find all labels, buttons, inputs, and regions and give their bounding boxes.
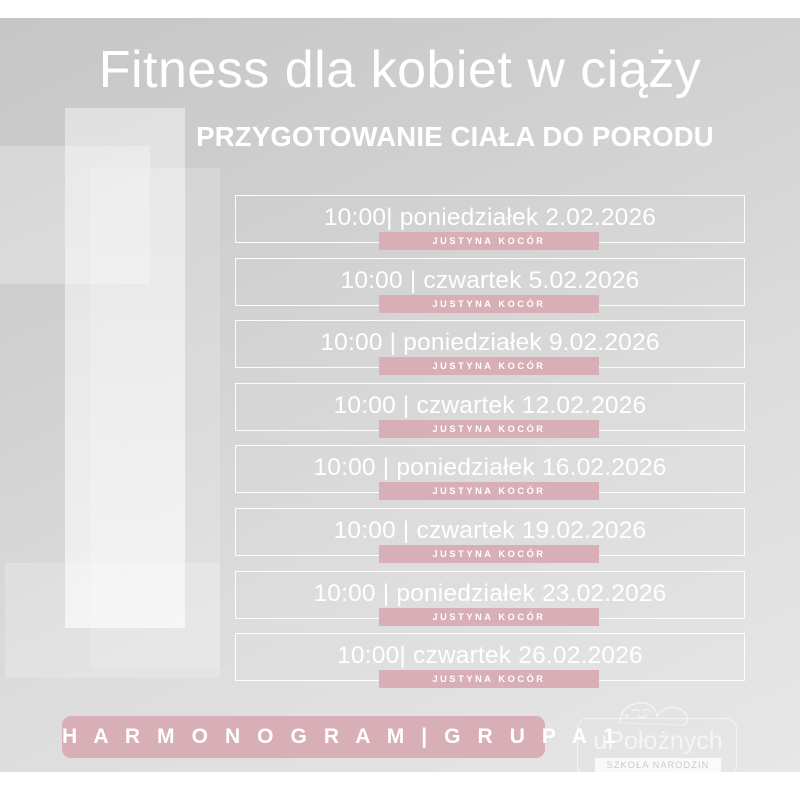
session-line: 10:00 | poniedziałek 16.02.2026 bbox=[313, 454, 667, 482]
list-item[interactable]: 10:00 | poniedziałek 9.02.2026 JUSTYNA K… bbox=[235, 320, 745, 376]
brand-wordmark: uPołożnych bbox=[593, 727, 723, 755]
sleeping-baby-icon bbox=[619, 702, 688, 726]
instructor-badge: JUSTYNA KOCÓR bbox=[379, 544, 599, 563]
list-item[interactable]: 10:00| poniedziałek 2.02.2026 JUSTYNA KO… bbox=[235, 195, 745, 250]
brand-logo: uPołożnych SZKOŁA NARODZIN bbox=[577, 702, 737, 772]
brand-tagline: SZKOŁA NARODZIN bbox=[595, 758, 721, 772]
list-item[interactable]: 10:00 | poniedziałek 16.02.2026 JUSTYNA … bbox=[235, 445, 745, 501]
session-line: 10:00| poniedziałek 2.02.2026 bbox=[323, 203, 657, 231]
session-line: 10:00 | poniedziałek 23.02.2026 bbox=[313, 579, 667, 607]
session-line: 10:00 | czwartek 5.02.2026 bbox=[340, 266, 640, 294]
instructor-badge: JUSTYNA KOCÓR bbox=[379, 294, 599, 313]
session-line: 10:00 | czwartek 12.02.2026 bbox=[333, 391, 647, 419]
session-line: 10:00 | poniedziałek 9.02.2026 bbox=[320, 329, 660, 357]
instructor-badge: JUSTYNA KOCÓR bbox=[379, 482, 599, 501]
page-title: Fitness dla kobiet w ciąży bbox=[98, 41, 702, 99]
watermark-one-stem bbox=[65, 108, 185, 628]
status-badge: H A R M O N O G R A M | G R U P A 1 bbox=[62, 716, 615, 758]
list-item[interactable]: 10:00 | czwartek 19.02.2026 JUSTYNA KOCÓ… bbox=[235, 507, 745, 563]
instructor-badge: JUSTYNA KOCÓR bbox=[379, 419, 599, 438]
watermark-one-base bbox=[5, 563, 220, 678]
instructor-badge: JUSTYNA KOCÓR bbox=[379, 357, 599, 376]
list-item[interactable]: 10:00 | czwartek 5.02.2026 JUSTYNA KOCÓR bbox=[235, 257, 745, 313]
instructor-badge: JUSTYNA KOCÓR bbox=[379, 670, 599, 689]
session-line: 10:00| czwartek 26.02.2026 bbox=[337, 642, 643, 670]
schedule-list: 10:00| poniedziałek 2.02.2026 JUSTYNA KO… bbox=[235, 195, 745, 696]
list-item[interactable]: 10:00 | poniedziałek 23.02.2026 JUSTYNA … bbox=[235, 570, 745, 626]
page-subtitle: PRZYGOTOWANIE CIAŁA DO PORODU bbox=[196, 121, 714, 152]
instructor-badge: JUSTYNA KOCÓR bbox=[379, 232, 599, 250]
list-item[interactable]: 10:00 | czwartek 12.02.2026 JUSTYNA KOCÓ… bbox=[235, 382, 745, 438]
poster-canvas: Fitness dla kobiet w ciąży PRZYGOTOWANIE… bbox=[0, 18, 800, 772]
instructor-badge: JUSTYNA KOCÓR bbox=[379, 607, 599, 626]
watermark-one-soft bbox=[90, 168, 220, 668]
list-item[interactable]: 10:00| czwartek 26.02.2026 JUSTYNA KOCÓR bbox=[235, 633, 745, 689]
watermark-one-flag bbox=[0, 146, 150, 284]
session-line: 10:00 | czwartek 19.02.2026 bbox=[333, 516, 647, 544]
